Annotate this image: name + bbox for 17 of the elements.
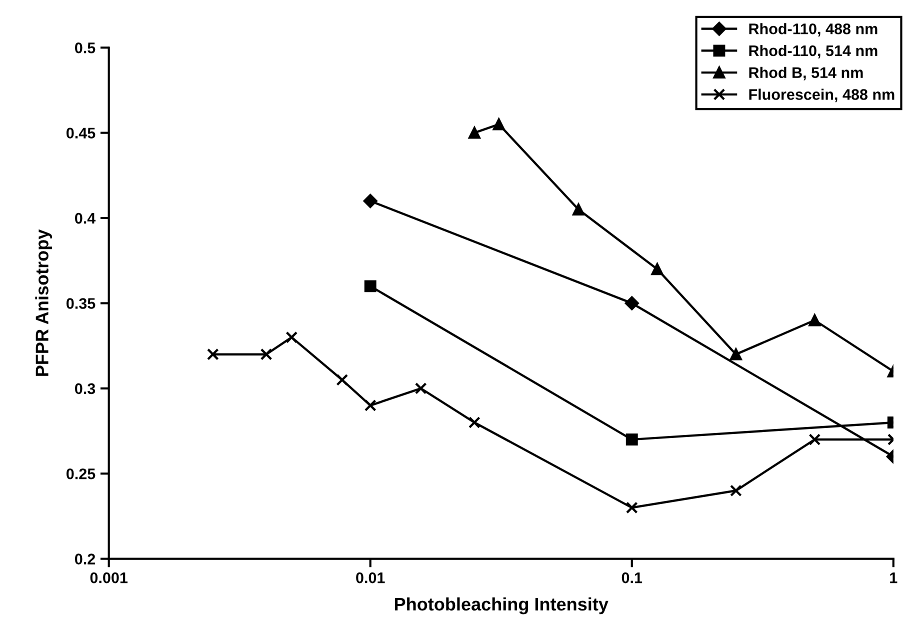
y-tick-label: 0.4 <box>75 212 96 224</box>
x-tick-label: 0.1 <box>622 572 642 584</box>
legend-label: Fluorescein, 488 nm <box>749 88 894 102</box>
y-tick-label: 0.5 <box>75 42 96 54</box>
y-axis-title: PFPR Anisotropy <box>35 229 52 376</box>
legend-label: Rhod-110, 488 nm <box>749 23 878 37</box>
x-tick-label: 1 <box>890 572 898 584</box>
legend-label: Rhod-110, 514 nm <box>749 44 878 58</box>
legend-label: Rhod B, 514 nm <box>749 66 863 80</box>
y-tick-label: 0.35 <box>66 298 96 309</box>
x-tick-label: 0.001 <box>90 572 128 584</box>
y-tick-label: 0.45 <box>66 128 96 139</box>
y-tick-label: 0.2 <box>75 554 96 564</box>
y-tick-label: 0.3 <box>75 383 96 394</box>
y-tick-label: 0.25 <box>66 468 96 480</box>
x-axis-title: Photobleaching Intensity <box>394 597 608 614</box>
x-tick-label: 0.01 <box>356 572 385 584</box>
